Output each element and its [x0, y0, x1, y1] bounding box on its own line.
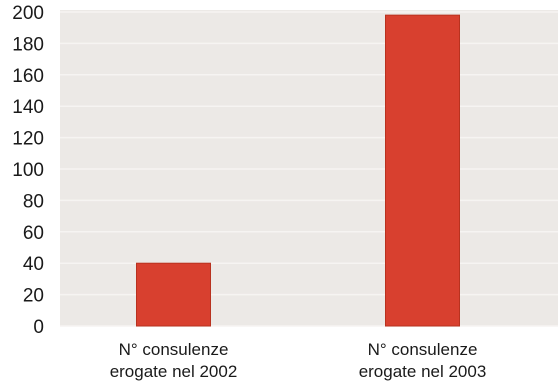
y-tick-label: 60 — [23, 223, 44, 244]
y-tick-label: 160 — [12, 66, 44, 87]
y-tick-label: 100 — [12, 160, 44, 181]
bar — [136, 262, 211, 327]
x-category-label: erogate nel 2002 — [110, 362, 238, 381]
plot-area — [60, 10, 558, 326]
y-tick-label: 0 — [33, 317, 44, 338]
y-tick-label: 140 — [12, 97, 44, 118]
bars — [136, 14, 460, 327]
y-tick-label: 80 — [23, 191, 44, 212]
y-tick-label: 40 — [23, 254, 44, 275]
x-category-label: erogate nel 2003 — [359, 362, 487, 381]
y-tick-label: 20 — [23, 286, 44, 307]
y-tick-label: 180 — [12, 34, 44, 55]
x-axis-labels: N° consulenze erogate nel 2002 N° consulen… — [110, 340, 487, 381]
x-category-label: N° consulenze — [368, 340, 478, 359]
bar — [385, 14, 460, 327]
x-category-label: N° consulenze — [119, 340, 229, 359]
y-tick-label: 200 — [12, 3, 44, 24]
y-axis-ticks: 0 20 40 60 80 100 120 140 160 180 200 — [12, 3, 44, 338]
y-tick-label: 120 — [12, 129, 44, 150]
